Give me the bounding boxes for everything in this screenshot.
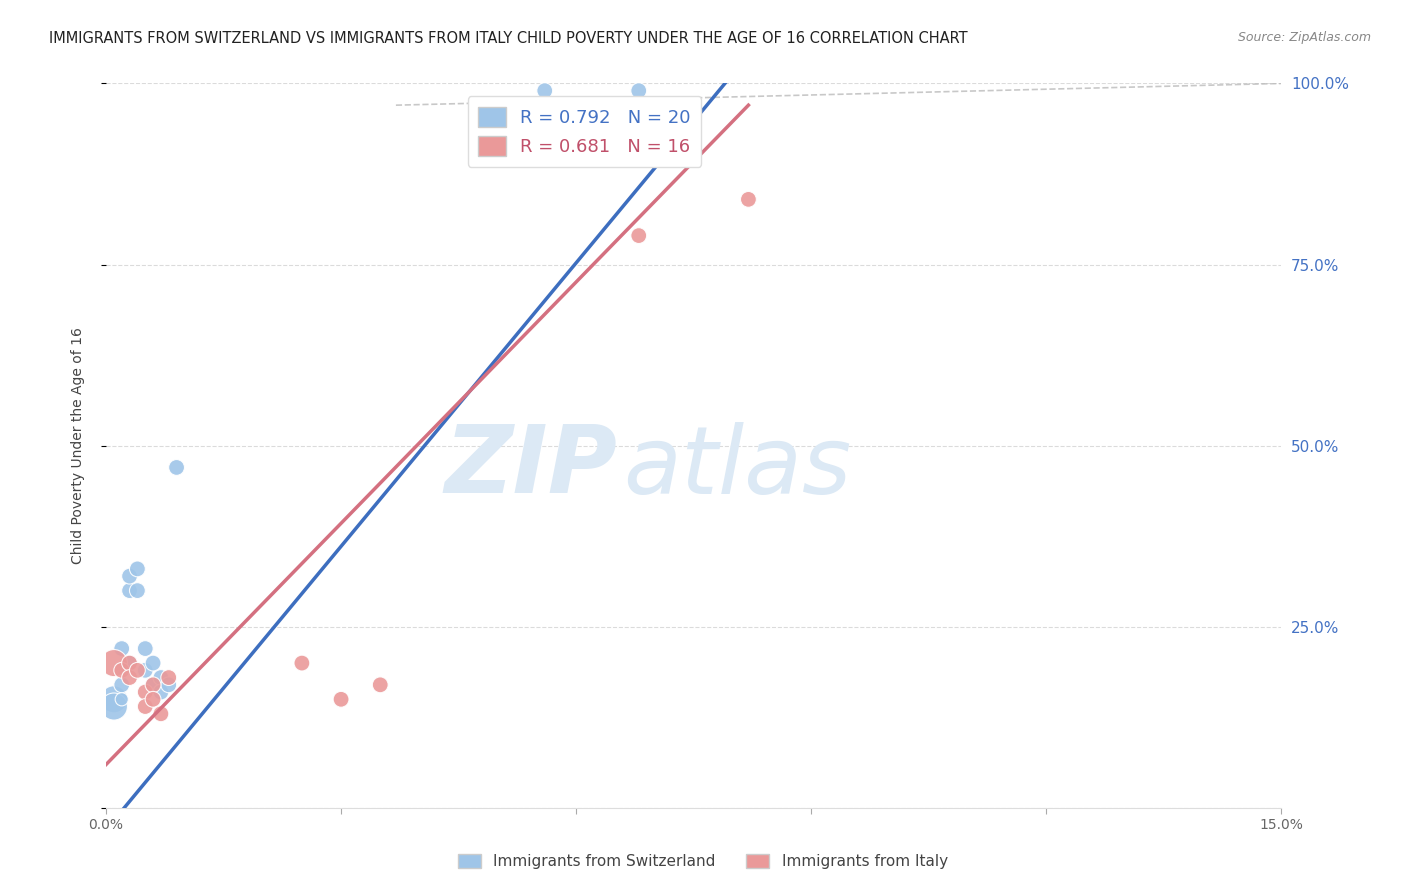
Text: atlas: atlas bbox=[623, 422, 852, 513]
Point bbox=[166, 460, 188, 475]
Legend: R = 0.792   N = 20, R = 0.681   N = 16: R = 0.792 N = 20, R = 0.681 N = 16 bbox=[468, 96, 702, 167]
Point bbox=[103, 699, 125, 714]
Point bbox=[330, 692, 353, 706]
Point bbox=[368, 678, 391, 692]
Point bbox=[149, 671, 172, 685]
Point bbox=[134, 699, 156, 714]
Point bbox=[118, 656, 141, 670]
Point bbox=[627, 84, 650, 98]
Point bbox=[157, 678, 180, 692]
Point bbox=[142, 678, 165, 692]
Point bbox=[142, 692, 165, 706]
Point bbox=[134, 685, 156, 699]
Point bbox=[291, 656, 314, 670]
Point bbox=[118, 671, 141, 685]
Point bbox=[627, 228, 650, 243]
Legend: Immigrants from Switzerland, Immigrants from Italy: Immigrants from Switzerland, Immigrants … bbox=[453, 848, 953, 875]
Point bbox=[127, 583, 149, 598]
Point bbox=[111, 678, 134, 692]
Point bbox=[737, 193, 759, 207]
Point bbox=[118, 656, 141, 670]
Text: IMMIGRANTS FROM SWITZERLAND VS IMMIGRANTS FROM ITALY CHILD POVERTY UNDER THE AGE: IMMIGRANTS FROM SWITZERLAND VS IMMIGRANT… bbox=[49, 31, 967, 46]
Point bbox=[118, 569, 141, 583]
Point bbox=[103, 692, 125, 706]
Point bbox=[127, 562, 149, 576]
Point bbox=[111, 663, 134, 677]
Point bbox=[142, 678, 165, 692]
Y-axis label: Child Poverty Under the Age of 16: Child Poverty Under the Age of 16 bbox=[72, 327, 86, 564]
Point bbox=[111, 692, 134, 706]
Point bbox=[111, 641, 134, 656]
Point bbox=[157, 671, 180, 685]
Text: ZIP: ZIP bbox=[444, 421, 617, 514]
Text: Source: ZipAtlas.com: Source: ZipAtlas.com bbox=[1237, 31, 1371, 45]
Point bbox=[134, 641, 156, 656]
Point bbox=[103, 656, 125, 670]
Point bbox=[127, 663, 149, 677]
Point bbox=[142, 656, 165, 670]
Point bbox=[118, 583, 141, 598]
Point bbox=[533, 84, 555, 98]
Point bbox=[149, 706, 172, 721]
Point bbox=[134, 663, 156, 677]
Point bbox=[149, 685, 172, 699]
